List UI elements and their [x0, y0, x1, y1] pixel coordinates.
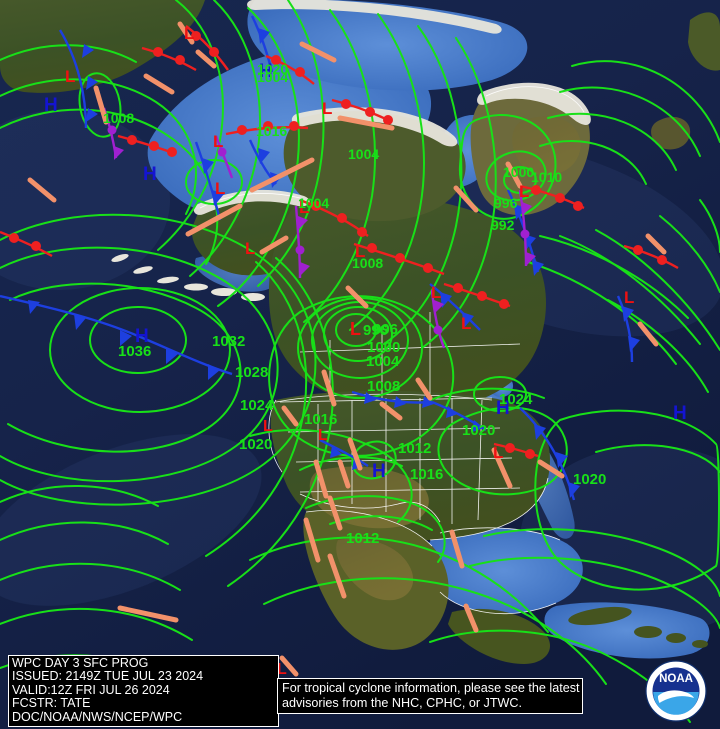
- legend-line-valid: VALID:12Z FRI JUL 26 2024: [12, 682, 170, 697]
- low-pressure-center: L: [322, 99, 332, 118]
- noaa-logo-text: NOAA: [659, 673, 693, 685]
- low-pressure-center: L: [213, 132, 223, 151]
- isobar-value-label: 1020: [462, 422, 496, 439]
- tropical-cyclone-notice-box: For tropical cyclone information, please…: [277, 678, 583, 714]
- isobar-value-label: 1020: [257, 61, 289, 77]
- isobar-value-label: 1004: [348, 146, 380, 162]
- cyclone-notice-line-1: For tropical cyclone information, please…: [282, 681, 580, 695]
- low-pressure-center: L: [277, 661, 287, 678]
- high-pressure-center: H: [259, 61, 273, 82]
- isobar-value-label: 1004: [257, 69, 289, 85]
- cyclone-notice-line-2: advisories from the NHC, CPHC, or JTWC.: [282, 695, 523, 710]
- isobar-value-label: 1020: [239, 436, 273, 453]
- isobar-value-label: 1008: [367, 378, 401, 395]
- low-pressure-center: L: [318, 427, 328, 444]
- product-legend-box: WPC DAY 3 SFC PROG ISSUED: 2149Z TUE JUL…: [8, 655, 279, 728]
- isobar-value-label: 1012: [346, 530, 380, 547]
- low-pressure-center: L: [624, 288, 634, 307]
- isobar-value-label: 996: [373, 321, 399, 338]
- isobar-value-label: 1016: [256, 123, 288, 139]
- isobar-value-label: 1000: [503, 164, 535, 180]
- isobar-value-label: 992: [491, 217, 515, 233]
- isobar-value-label: 1010: [531, 169, 563, 185]
- low-pressure-center: L: [184, 24, 194, 43]
- low-pressure-center: L: [431, 283, 441, 302]
- isobar-value-label: 1020: [573, 471, 607, 488]
- low-pressure-center: L: [493, 443, 503, 462]
- high-pressure-center: H: [135, 326, 149, 347]
- isobar-value-label: 996: [363, 322, 389, 339]
- low-pressure-center: L: [461, 314, 471, 333]
- isobar-value-label: 1016: [410, 466, 444, 483]
- high-pressure-center: H: [44, 95, 58, 116]
- isobar-value-label: 1016: [304, 411, 338, 428]
- legend-line-title: WPC DAY 3 SFC PROG: [12, 656, 149, 670]
- low-pressure-center: L: [263, 418, 273, 435]
- isobar-value-label: 1004: [298, 195, 330, 211]
- isobar-value-label: 996: [494, 195, 518, 211]
- isobar-value-label: 1024: [499, 391, 533, 408]
- low-pressure-center: L: [215, 179, 225, 198]
- isobar-value-label: 1004: [366, 353, 400, 370]
- legend-line-agency: DOC/NOAA/NWS/NCEP/WPC: [12, 709, 183, 724]
- isobar-value-label: 1028: [235, 364, 269, 381]
- isobar-value-label: 1012: [398, 440, 432, 457]
- high-pressure-center: H: [496, 398, 510, 419]
- low-pressure-center: L: [299, 198, 309, 217]
- isobar-value-label: 1024: [240, 397, 274, 414]
- high-pressure-center: H: [673, 403, 687, 424]
- high-pressure-center: H: [143, 164, 157, 185]
- isobar-value-label: 1000: [367, 339, 401, 356]
- low-pressure-center: L: [350, 319, 361, 339]
- high-pressure-center: H: [372, 461, 386, 482]
- low-pressure-center: L: [65, 67, 75, 86]
- isobar-value-label: 1036: [118, 343, 152, 360]
- noaa-logo: NOAA: [645, 660, 707, 722]
- low-pressure-center: L: [519, 182, 529, 201]
- isobar-value-label: 1032: [212, 333, 246, 350]
- low-pressure-center: L: [355, 242, 365, 261]
- legend-line-fcstr: FCSTR: TATE: [12, 696, 91, 711]
- legend-line-issued: ISSUED: 2149Z TUE JUL 23 2024: [12, 669, 204, 684]
- low-pressure-center: L: [245, 239, 255, 258]
- isobar-value-label: 1008: [103, 110, 135, 126]
- isobar-value-label: 1008: [352, 255, 384, 271]
